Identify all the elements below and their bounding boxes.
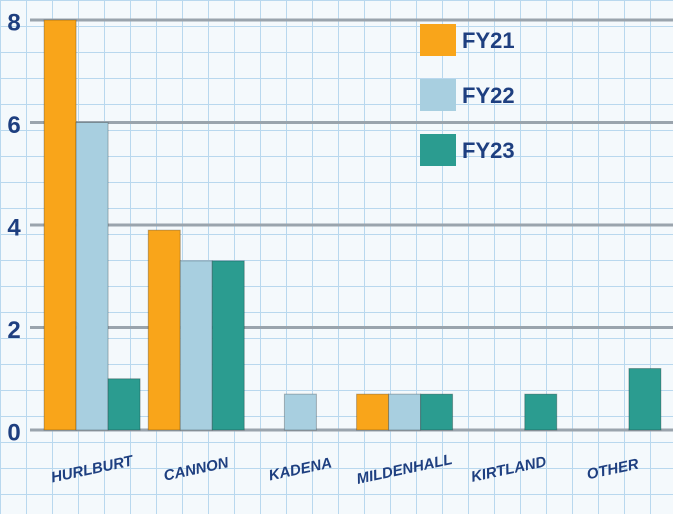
- bar: [356, 393, 390, 431]
- y-tick-label: 0: [7, 419, 20, 446]
- x-tick-label: KIRTLAND: [470, 453, 548, 486]
- legend-swatch: [420, 24, 456, 56]
- bar: [43, 19, 77, 431]
- bar: [388, 393, 422, 431]
- bar: [75, 122, 109, 431]
- bar: [107, 378, 141, 431]
- bar: [628, 368, 662, 431]
- bar: [147, 229, 181, 431]
- y-tick-label: 6: [7, 112, 20, 139]
- x-tick-label: OTHER: [585, 456, 640, 484]
- y-tick-label: 2: [7, 317, 20, 344]
- bar: [420, 393, 454, 431]
- x-tick-label: HURLBURT: [50, 452, 137, 486]
- y-tick-label: 4: [7, 214, 21, 241]
- legend-swatch: [420, 79, 456, 111]
- x-tick-label: KADENA: [267, 454, 333, 484]
- bar: [211, 260, 245, 431]
- x-tick-label: MILDENHALL: [355, 451, 454, 488]
- legend-label: FY22: [462, 83, 515, 108]
- bar: [179, 260, 213, 431]
- bar: [524, 393, 558, 431]
- y-tick-label: 8: [7, 9, 20, 36]
- legend-label: FY21: [462, 28, 515, 53]
- legend-label: FY23: [462, 138, 515, 163]
- bar: [283, 393, 317, 431]
- legend-swatch: [420, 134, 456, 166]
- x-tick-label: CANNON: [162, 454, 231, 485]
